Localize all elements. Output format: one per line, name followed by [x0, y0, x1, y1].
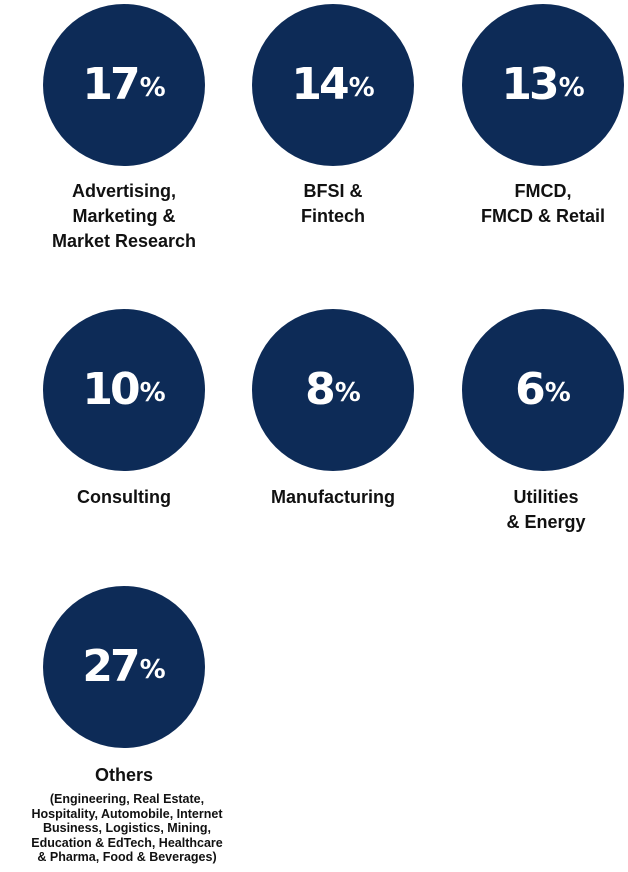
sector-percentage: 13%	[501, 59, 585, 110]
sector-label: Others	[94, 765, 154, 785]
sector-circle: 27%	[43, 586, 205, 748]
sector-label: Manufacturing	[271, 487, 395, 507]
sector-circle: 14%	[252, 4, 414, 166]
sector-percentage: 6%	[515, 364, 571, 415]
sector-percentage: 14%	[291, 59, 375, 110]
sector-circle: 10%	[43, 309, 205, 471]
sector-circle: 13%	[462, 4, 624, 166]
sector-percentage: 10%	[82, 364, 166, 415]
sector-circle: 8%	[252, 309, 414, 471]
sector-percentage: 8%	[305, 364, 361, 415]
sector-percentage: 17%	[82, 59, 166, 110]
others-breakdown-note: (Engineering, Real Estate, Hospitality, …	[31, 792, 223, 864]
sector-label: Consulting	[77, 487, 171, 507]
sector-percentage: 27%	[82, 641, 166, 692]
sector-label: BFSI & Fintech	[300, 181, 365, 226]
sector-label: FMCD, FMCD & Retail	[480, 181, 605, 226]
sector-circle: 6%	[462, 309, 624, 471]
sector-circle: 17%	[43, 4, 205, 166]
sector-label: Utilities & Energy	[506, 487, 586, 532]
sector-label: Advertising, Marketing & Market Research	[51, 181, 197, 251]
